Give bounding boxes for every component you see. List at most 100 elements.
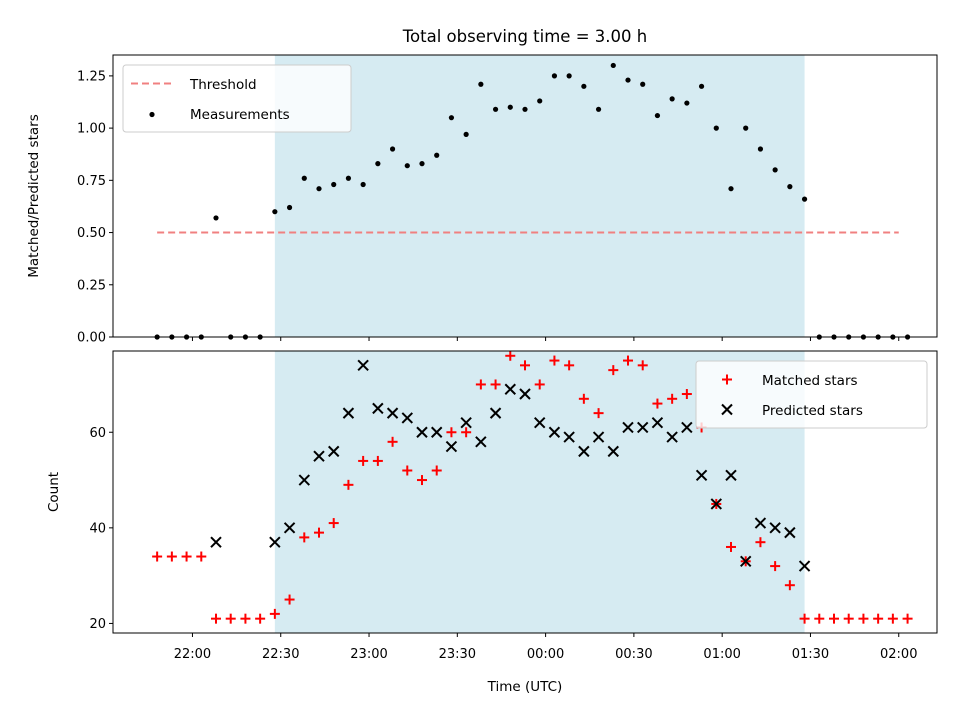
matched-star-point xyxy=(446,427,457,438)
bottom-panel: 20 40 60 22:00 22:30 23:00 23:30 00:00 00:30 01:… xyxy=(46,350,938,695)
measurement-point xyxy=(375,161,381,167)
predicted-star-point xyxy=(710,498,722,510)
x-tick-label: 00:30 xyxy=(615,647,652,662)
matched-star-point xyxy=(534,379,545,390)
measurement-point xyxy=(757,146,764,152)
y-tick-label: 40 xyxy=(89,521,106,536)
chart-title: Total observing time = 3.00 h xyxy=(402,27,647,46)
cross-stroke-b xyxy=(460,416,472,429)
predicted-star-point xyxy=(504,383,516,395)
predicted-star-point xyxy=(725,469,737,481)
cross-stroke-b xyxy=(607,445,619,458)
predicted-star-point xyxy=(328,445,340,458)
x-tick-label: 00:00 xyxy=(527,647,564,662)
legend-plus-marker xyxy=(722,374,732,385)
predicted-star-point xyxy=(357,359,369,372)
measurement-point xyxy=(640,81,646,87)
cross-stroke-b xyxy=(769,522,781,534)
bottom-legend: Matched stars Predicted stars xyxy=(695,360,928,429)
cross-stroke-b xyxy=(784,526,796,539)
measurement-point xyxy=(595,106,602,112)
measurement-point xyxy=(654,112,661,119)
cross-stroke-b xyxy=(283,522,296,534)
measurement-point xyxy=(286,204,293,211)
measurement-point xyxy=(301,175,307,181)
matched-star-point xyxy=(269,608,280,619)
cross-stroke-b xyxy=(519,388,531,400)
matched-star-point xyxy=(593,408,604,419)
cross-stroke-b xyxy=(489,407,502,419)
cross-stroke-b xyxy=(342,407,355,419)
matched-star-point xyxy=(623,355,633,366)
predicted-star-point xyxy=(754,517,767,529)
cross-stroke-b xyxy=(357,359,369,372)
matched-star-point xyxy=(225,613,236,624)
measurement-point xyxy=(389,146,396,152)
matched-star-point xyxy=(887,613,898,624)
top-plot-frame xyxy=(112,54,938,338)
matched-star-point xyxy=(475,379,486,390)
measurement-point xyxy=(698,83,705,89)
matched-star-point xyxy=(726,541,736,552)
matched-star-point xyxy=(549,355,560,366)
cross-stroke-b xyxy=(534,416,546,429)
predicted-star-point xyxy=(401,412,413,424)
matched-star-point xyxy=(255,613,266,624)
matched-star-point xyxy=(564,360,575,371)
legend-matched-label: Matched stars xyxy=(762,373,858,389)
measurement-point xyxy=(316,186,322,192)
predicted-star-point xyxy=(460,416,472,429)
cross-stroke-b xyxy=(504,383,516,395)
predicted-star-point xyxy=(431,426,443,438)
predicted-star-point xyxy=(386,407,399,419)
top-x-ticks xyxy=(191,337,900,341)
cross-stroke-b xyxy=(695,469,708,481)
legend-predicted-swatch xyxy=(721,403,733,416)
matched-star-point xyxy=(578,393,589,404)
predicted-star-point xyxy=(578,445,590,458)
predicted-star-point xyxy=(666,431,678,443)
y-tick-label: 1.00 xyxy=(77,122,106,137)
measurement-point xyxy=(463,131,469,137)
top-panel: 0.00 0.25 0.50 0.75 1.00 1.25 Total observing… xyxy=(26,27,938,346)
y-tick-label: 0.50 xyxy=(77,226,106,241)
top-y-axis-label: Matched/Predicted stars xyxy=(26,114,42,277)
measurement-point xyxy=(537,98,543,104)
bottom-legend-box xyxy=(695,360,928,429)
predicted-star-point xyxy=(283,522,296,534)
cross-stroke-b xyxy=(740,555,752,568)
cross-stroke-b xyxy=(578,445,590,458)
x-tick-label: 23:30 xyxy=(439,647,476,662)
cross-stroke-b xyxy=(416,426,428,438)
matched-star-point xyxy=(328,518,339,529)
matched-star-point xyxy=(431,465,442,476)
predicted-star-point xyxy=(769,522,781,534)
predicted-star-point xyxy=(681,421,693,434)
cross-stroke-b xyxy=(475,436,487,448)
y-tick-label: 60 xyxy=(89,426,106,441)
measurement-point xyxy=(213,215,219,221)
cross-stroke-b xyxy=(313,450,325,462)
predicted-star-point xyxy=(592,431,605,443)
cross-stroke-b xyxy=(592,431,605,443)
matched-star-point xyxy=(372,455,383,466)
matched-star-point xyxy=(211,613,221,624)
predicted-star-point xyxy=(651,416,664,429)
bottom-x-ticks: 22:00 22:30 23:00 23:30 00:00 00:30 01:00 01:30… xyxy=(174,633,917,662)
predicted-star-point xyxy=(784,526,796,539)
x-tick-label: 22:30 xyxy=(262,647,299,662)
measurement-point xyxy=(272,209,278,215)
predicted-star-point xyxy=(342,407,355,419)
predicted-star-point xyxy=(607,445,619,458)
matched-star-point xyxy=(799,613,810,624)
y-tick-label: 0.00 xyxy=(77,331,106,346)
cross-stroke-b xyxy=(666,431,678,443)
matched-star-point xyxy=(505,350,516,361)
legend-threshold-label: Threshold xyxy=(189,77,257,93)
cross-stroke-b xyxy=(563,431,575,443)
y-tick-label: 0.75 xyxy=(77,174,106,189)
predicted-star-point xyxy=(563,431,575,443)
measurement-point xyxy=(522,106,528,112)
cross-stroke-b xyxy=(401,412,413,424)
cross-stroke-b xyxy=(798,560,811,572)
